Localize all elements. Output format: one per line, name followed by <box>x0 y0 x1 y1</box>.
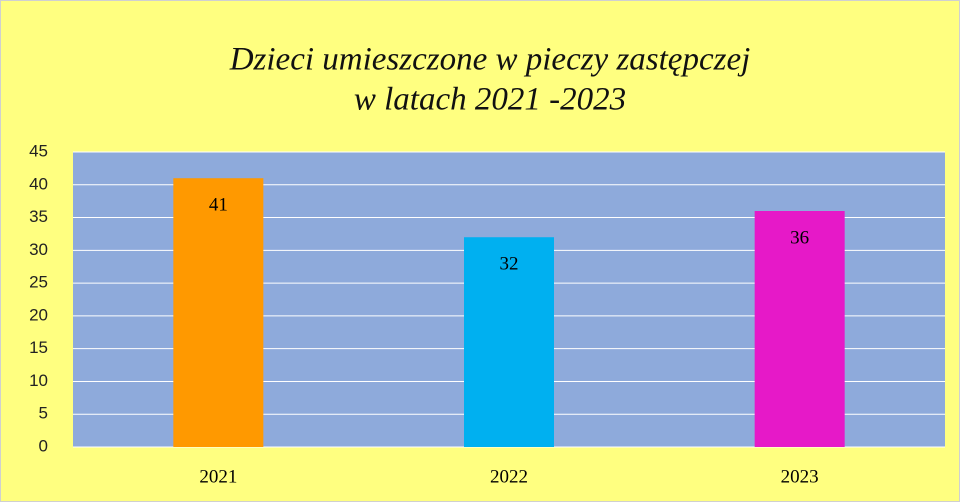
y-tick-label: 10 <box>29 371 48 390</box>
x-tick-label: 2021 <box>199 466 237 487</box>
chart-title: w latach 2021 -2023 <box>354 82 626 118</box>
y-tick-label: 45 <box>29 141 48 160</box>
chart-title: Dzieci umieszczone w pieczy zastępczej <box>229 42 751 78</box>
data-label: 36 <box>790 227 809 248</box>
y-tick-label: 30 <box>29 240 48 259</box>
data-label: 32 <box>500 254 519 275</box>
x-tick-label: 2022 <box>490 466 528 487</box>
y-tick-label: 15 <box>29 338 48 357</box>
x-tick-label: 2023 <box>781 466 819 487</box>
y-tick-label: 25 <box>29 273 48 292</box>
y-tick-label: 20 <box>29 305 48 324</box>
y-tick-label: 35 <box>29 207 48 226</box>
y-tick-label: 0 <box>39 436 48 455</box>
data-label: 41 <box>209 195 228 216</box>
y-tick-label: 5 <box>39 404 48 423</box>
bar <box>754 211 845 447</box>
bar <box>173 178 264 447</box>
y-tick-label: 40 <box>29 174 48 193</box>
bar <box>464 237 554 447</box>
